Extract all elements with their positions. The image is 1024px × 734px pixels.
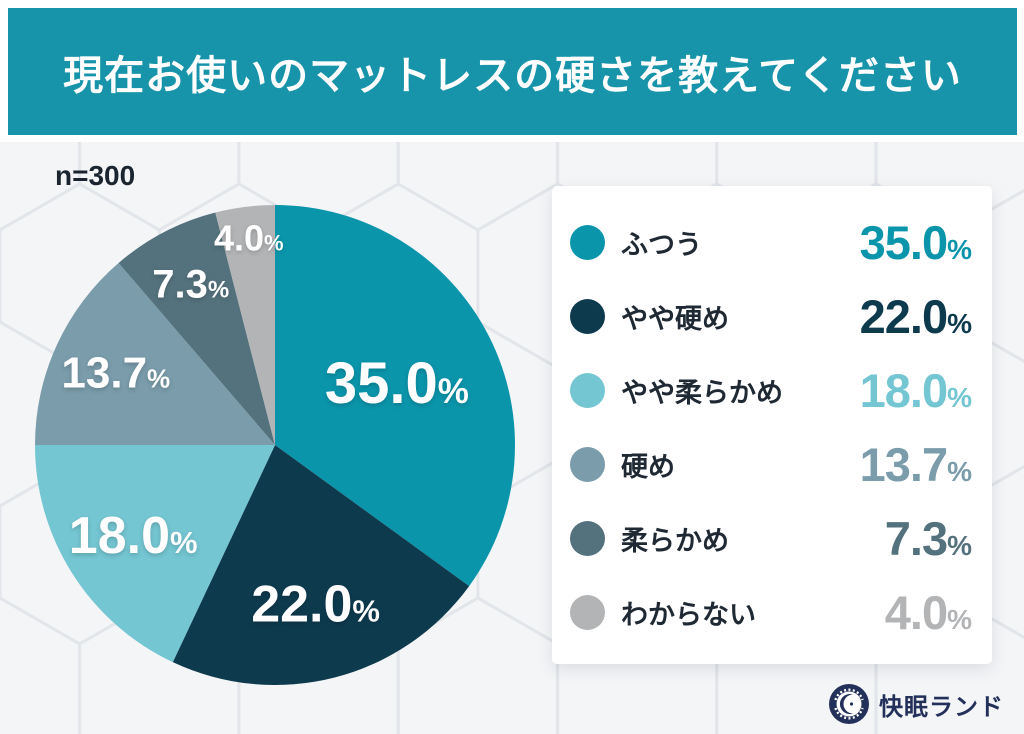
legend-row-4: 硬め 13.7% — [570, 427, 972, 501]
legend-value-2: 22.0% — [859, 289, 972, 343]
legend-label-6: わからない — [621, 599, 756, 630]
legend-row-5: 柔らかめ 7.3% — [570, 501, 972, 575]
pie-slice-4 — [35, 262, 275, 445]
pie-slice-3 — [35, 445, 275, 663]
legend-value-5: 7.3% — [884, 511, 972, 565]
legend-panel: ふつう 35.0% やや硬め 22.0% やや柔らかめ 18.0% 硬め 13.7% 柔らかめ 7… — [552, 186, 992, 664]
legend-value-4: 13.7% — [859, 437, 972, 491]
title-banner: 現在お使いのマットレスの硬さを教えてください — [8, 8, 1017, 135]
legend-color-chip-5 — [570, 520, 605, 556]
legend-row-1: ふつう 35.0% — [570, 205, 972, 279]
pie-slice-label-4: 13.7% — [61, 348, 170, 397]
legend-row-6: わからない 4.0% — [570, 575, 972, 649]
pie-slice-label-1: 35.0% — [325, 351, 469, 416]
legend-rows: ふつう 35.0% やや硬め 22.0% やや柔らかめ 18.0% 硬め 13.7% 柔らかめ 7… — [570, 205, 972, 649]
brand-logo-icon — [829, 684, 869, 724]
pie-slice-label-6: 4.0% — [214, 217, 284, 258]
legend-value-6: 4.0% — [884, 585, 972, 639]
legend-row-3: やや柔らかめ 18.0% — [570, 353, 972, 427]
sample-size-label: n=300 — [55, 160, 136, 191]
legend-value-3: 18.0% — [859, 363, 972, 417]
brand-name: 快眠ランド — [879, 693, 1004, 721]
pie-chart: 35.0% 22.0% 18.0% 13.7% 7.3%4.0% — [35, 205, 515, 685]
legend-color-chip-4 — [570, 446, 605, 482]
legend-row-2: やや硬め 22.0% — [570, 279, 972, 353]
pie-slice-5 — [118, 212, 275, 445]
legend-label-2: やや硬め — [621, 303, 729, 334]
pie-slice-label-2: 22.0% — [251, 575, 380, 633]
legend-label-3: やや柔らかめ — [621, 377, 783, 408]
page-title: 現在お使いのマットレスの硬さを教えてください — [63, 53, 962, 98]
legend-label-5: 柔らかめ — [621, 525, 729, 556]
pie-slice-1 — [275, 205, 515, 587]
legend-color-chip-1 — [570, 224, 605, 260]
brand-footer: 快眠ランド — [827, 682, 1004, 726]
pie-slice-label-3: 18.0% — [69, 507, 198, 565]
legend-value-1: 35.0% — [859, 215, 972, 269]
pie-slice-6 — [215, 205, 275, 445]
legend-color-chip-2 — [570, 298, 605, 334]
legend-color-chip-3 — [570, 372, 605, 408]
legend-color-chip-6 — [570, 594, 605, 630]
pie-slice-label-5: 7.3% — [152, 262, 229, 306]
legend-label-1: ふつう — [621, 229, 702, 260]
pie-slice-2 — [172, 445, 470, 685]
legend-label-4: 硬め — [621, 451, 675, 482]
